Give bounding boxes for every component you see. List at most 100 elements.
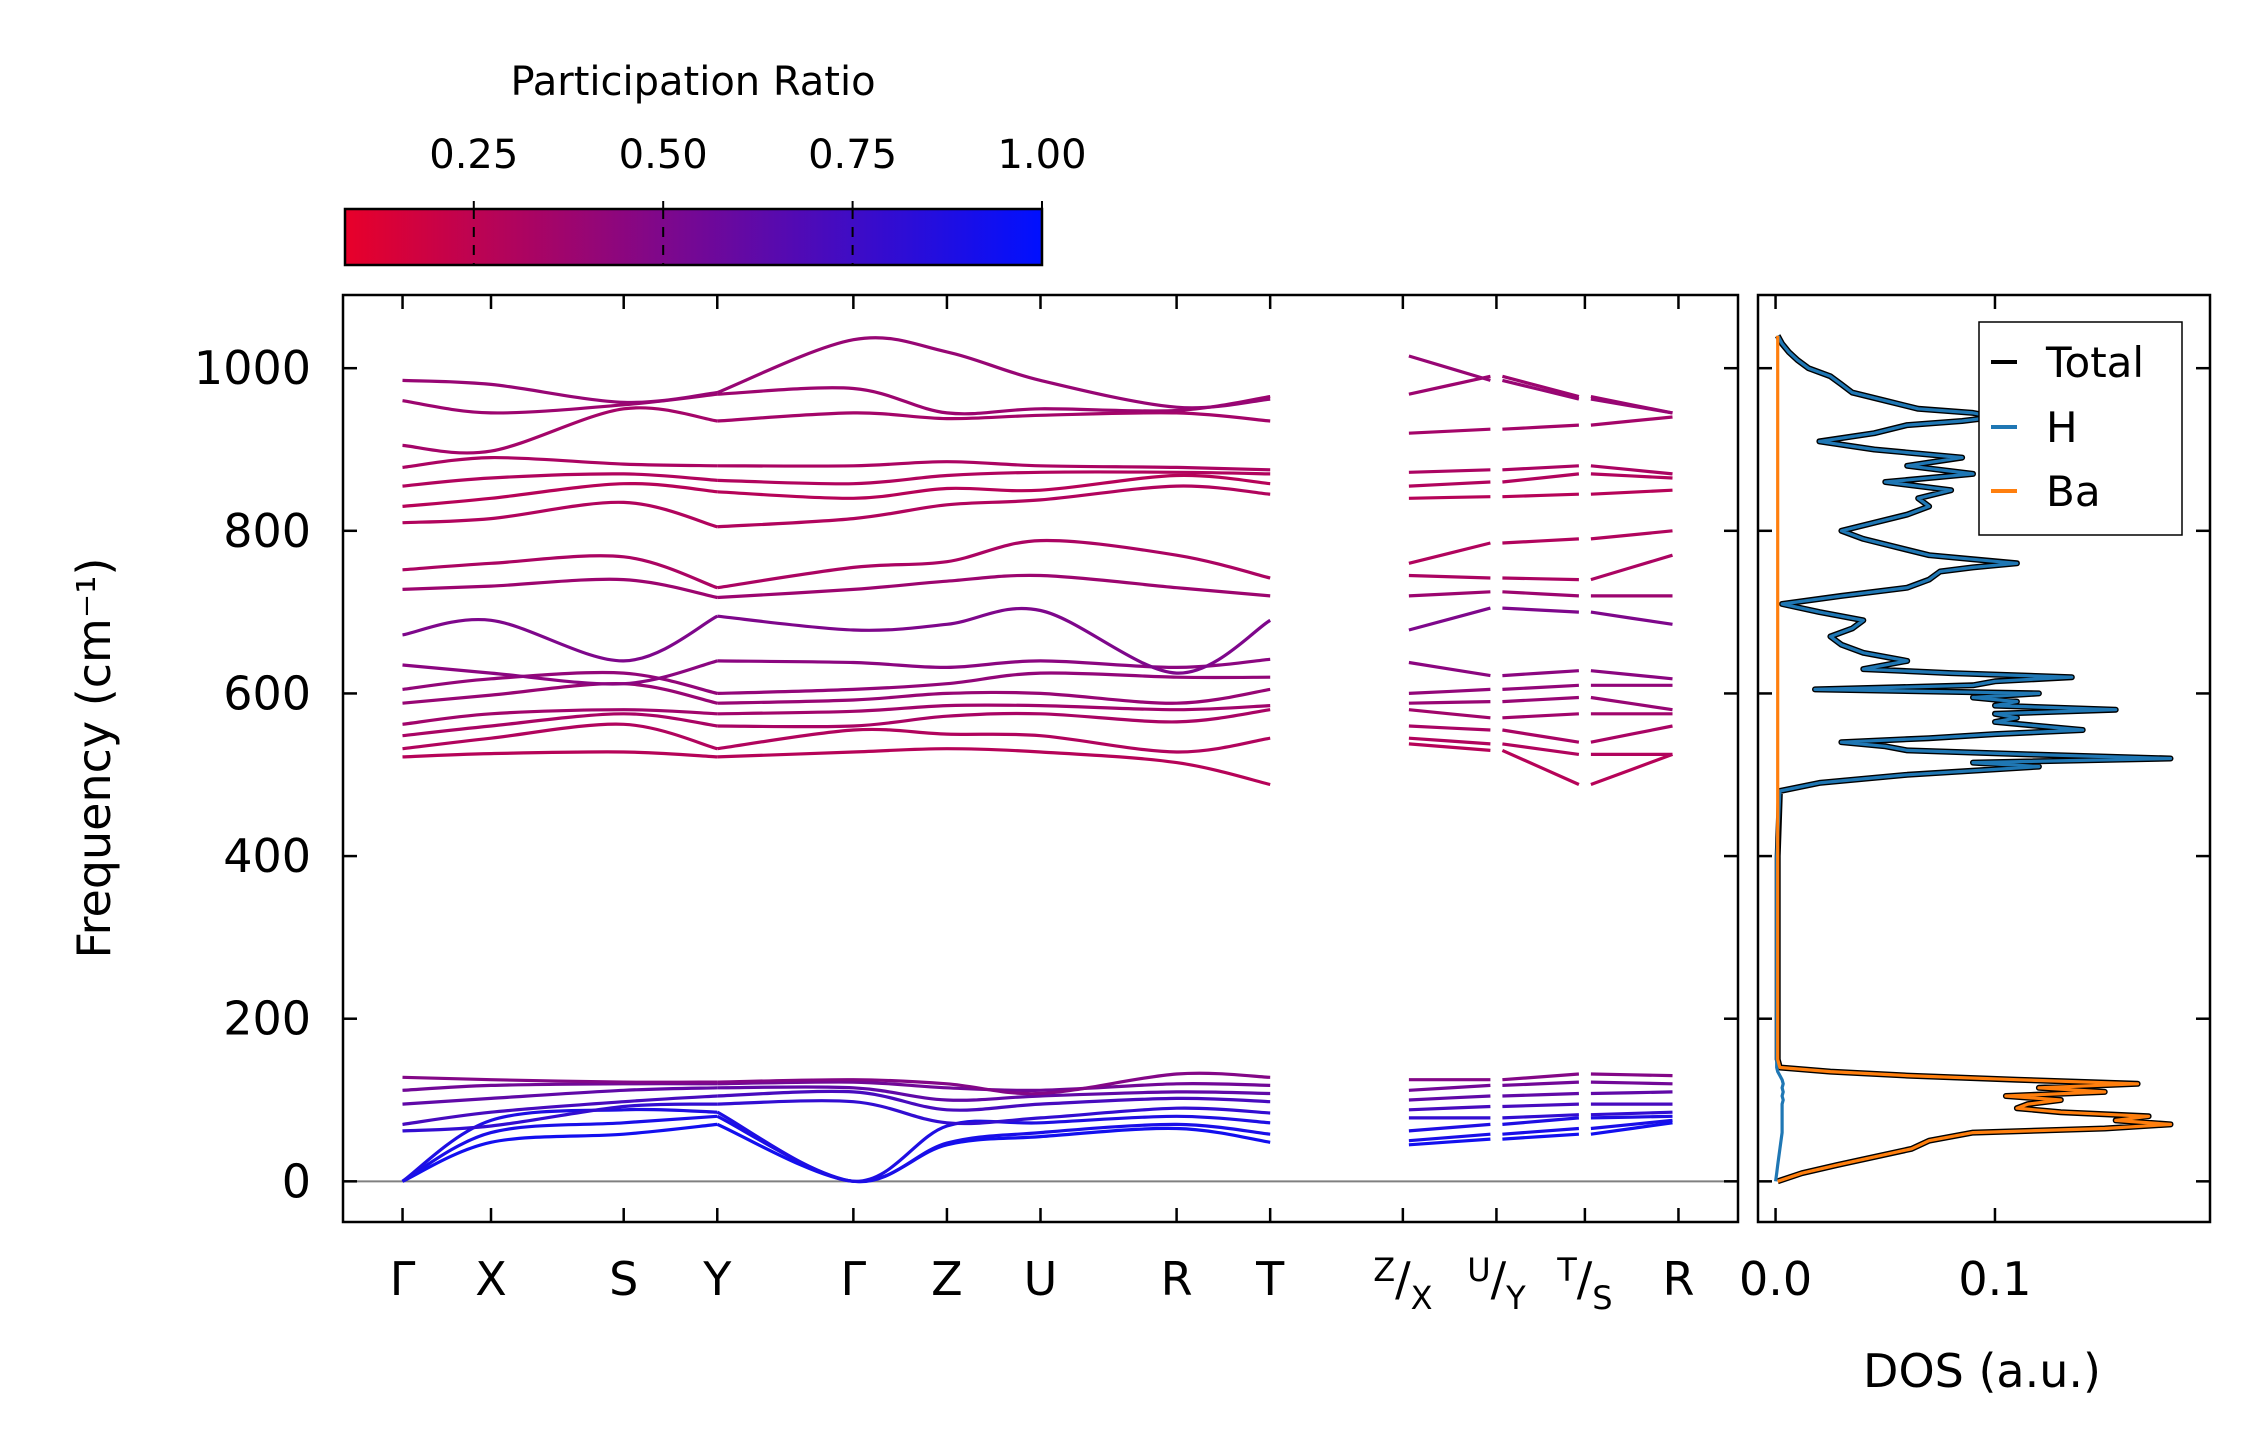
band-line-H-2 bbox=[717, 727, 1271, 754]
band-axes: 0 200 400 600 800 1000 Γ X S Y Γ Z U R T Z/X U/Y T/S R bbox=[194, 293, 1740, 1317]
band-line-optic-low-3 bbox=[1502, 1091, 1579, 1098]
band-line-acoustic-2 bbox=[1502, 1126, 1580, 1136]
band-line-H-16 bbox=[1408, 374, 1491, 396]
band-line-optic-low-5 bbox=[1590, 1072, 1673, 1078]
band-line-acoustic-1 bbox=[716, 1122, 1271, 1183]
band-line-H-13 bbox=[717, 470, 1271, 486]
band-line-H-3 bbox=[1502, 728, 1580, 744]
band-line-acoustic-1 bbox=[1502, 1132, 1579, 1141]
k-point-label: U/Y bbox=[1467, 1251, 1526, 1317]
band-line-optic-low-2 bbox=[1408, 1104, 1491, 1112]
band-line-H-12 bbox=[402, 482, 718, 508]
band-line-acoustic-2 bbox=[1408, 1132, 1491, 1143]
band-line-H-15 bbox=[1590, 415, 1673, 427]
band-line-H-6 bbox=[717, 671, 1271, 695]
band-line-optic-low-1 bbox=[402, 1102, 718, 1133]
band-line-H-7 bbox=[717, 657, 1271, 670]
band-line-optic-low-4 bbox=[1502, 1080, 1579, 1087]
band-line-acoustic-1 bbox=[1408, 1137, 1491, 1147]
band-line-optic-low-1 bbox=[717, 1099, 1271, 1126]
band-line-acoustic-1 bbox=[1590, 1121, 1673, 1136]
band-line-H-13 bbox=[402, 472, 718, 488]
dos-axes: 0.0 0.1 bbox=[1739, 293, 2212, 1306]
band-line-H-7 bbox=[402, 659, 718, 686]
band-line-H-14 bbox=[402, 455, 718, 469]
colorbar-tick-label: 1.00 bbox=[997, 132, 1086, 178]
dos-frame bbox=[1756, 293, 2212, 1224]
k-point-label: T bbox=[1255, 1252, 1285, 1306]
colorbar-tick-label: 0.25 bbox=[429, 132, 518, 178]
colorbar-title: Participation Ratio bbox=[510, 59, 875, 105]
band-line-H-4 bbox=[717, 703, 1271, 716]
band-line-optic-low-4 bbox=[1590, 1080, 1673, 1086]
band-line-H-15 bbox=[717, 411, 1271, 423]
band-line-H-5 bbox=[1502, 695, 1579, 704]
band-line-H-9 bbox=[717, 573, 1271, 600]
band-line-H-6 bbox=[402, 670, 718, 695]
y-tick-label: 400 bbox=[223, 829, 311, 883]
band-line-H-16 bbox=[1501, 374, 1580, 399]
dos-lines bbox=[1774, 334, 2174, 1185]
y-tick-label: 0 bbox=[282, 1154, 311, 1208]
band-line-optic-low-5 bbox=[717, 1071, 1271, 1096]
band-line-optic-low-2 bbox=[717, 1089, 1271, 1112]
band-line-H-5 bbox=[402, 681, 718, 705]
y-tick-label: 1000 bbox=[194, 341, 311, 395]
legend-label-h: H bbox=[2046, 403, 2078, 452]
band-line-H-8 bbox=[402, 614, 719, 663]
band-line-H-11 bbox=[717, 484, 1271, 529]
band-line-acoustic-1 bbox=[401, 1122, 718, 1183]
k-point-label: S bbox=[609, 1252, 638, 1306]
y-axis-label: Frequency (cm⁻¹) bbox=[67, 558, 121, 959]
band-line-acoustic-2 bbox=[716, 1114, 1271, 1184]
band-line-H-8 bbox=[1590, 610, 1673, 626]
band-line-H-10 bbox=[1590, 553, 1673, 582]
colorbar: Participation Ratio 0.25 0.50 0.75 1.00 bbox=[343, 59, 1087, 267]
band-line-H-4 bbox=[1502, 712, 1579, 720]
band-line-optic-low-2 bbox=[1502, 1102, 1579, 1109]
band-line-optic-low-1 bbox=[1590, 1110, 1673, 1117]
band-line-optic-low-1 bbox=[1502, 1113, 1579, 1120]
dos-x-axis-label: DOS (a.u.) bbox=[1863, 1344, 2101, 1398]
y-tick-label: 200 bbox=[223, 992, 311, 1046]
band-line-H-5 bbox=[1590, 695, 1673, 712]
band-line-H-13 bbox=[1408, 480, 1491, 488]
band-line-H-1 bbox=[402, 750, 718, 759]
band-line-H-15 bbox=[1502, 423, 1579, 431]
k-point-label: Z bbox=[931, 1252, 963, 1306]
dos-x-tick-label: 0.0 bbox=[1739, 1252, 1812, 1306]
band-line-H-10 bbox=[717, 538, 1271, 590]
band-line-H-1 bbox=[717, 747, 1271, 787]
band-line-H-14 bbox=[1590, 464, 1673, 476]
band-line-H-7 bbox=[1590, 669, 1673, 681]
band-line-H-4 bbox=[1408, 708, 1491, 720]
band-line-H-11 bbox=[1590, 529, 1673, 541]
band-line-H-1 bbox=[1408, 742, 1491, 752]
band-line-H-8 bbox=[717, 606, 1272, 675]
band-line-H-2 bbox=[402, 722, 718, 751]
band-line-H-11 bbox=[1502, 537, 1579, 545]
band-line-H-14 bbox=[1408, 468, 1491, 474]
band-line-H-3 bbox=[1590, 724, 1673, 744]
band-line-H-8 bbox=[1408, 606, 1491, 632]
legend: Total H Ba bbox=[1978, 321, 2183, 536]
band-line-H-17 bbox=[402, 378, 718, 405]
band-line-H-9 bbox=[402, 577, 718, 600]
band-line-H-1 bbox=[1590, 752, 1674, 787]
band-line-H-11 bbox=[402, 500, 718, 529]
k-point-label: Y bbox=[702, 1252, 732, 1306]
band-line-H-17 bbox=[1590, 397, 1673, 415]
band-line-H-5 bbox=[1408, 700, 1491, 705]
band-line-H-15 bbox=[1408, 427, 1491, 435]
band-line-H-13 bbox=[1590, 472, 1673, 480]
band-line-H-12 bbox=[1502, 492, 1579, 499]
k-point-label: Γ bbox=[390, 1252, 416, 1306]
band-line-H-12 bbox=[1590, 488, 1673, 496]
y-tick-label: 600 bbox=[223, 666, 311, 720]
colorbar-tick-label: 0.75 bbox=[808, 132, 897, 178]
band-line-optic-low-3 bbox=[717, 1085, 1271, 1102]
k-point-label: X bbox=[475, 1252, 507, 1306]
band-line-H-10 bbox=[402, 554, 718, 590]
band-line-H-10 bbox=[1408, 573, 1491, 580]
